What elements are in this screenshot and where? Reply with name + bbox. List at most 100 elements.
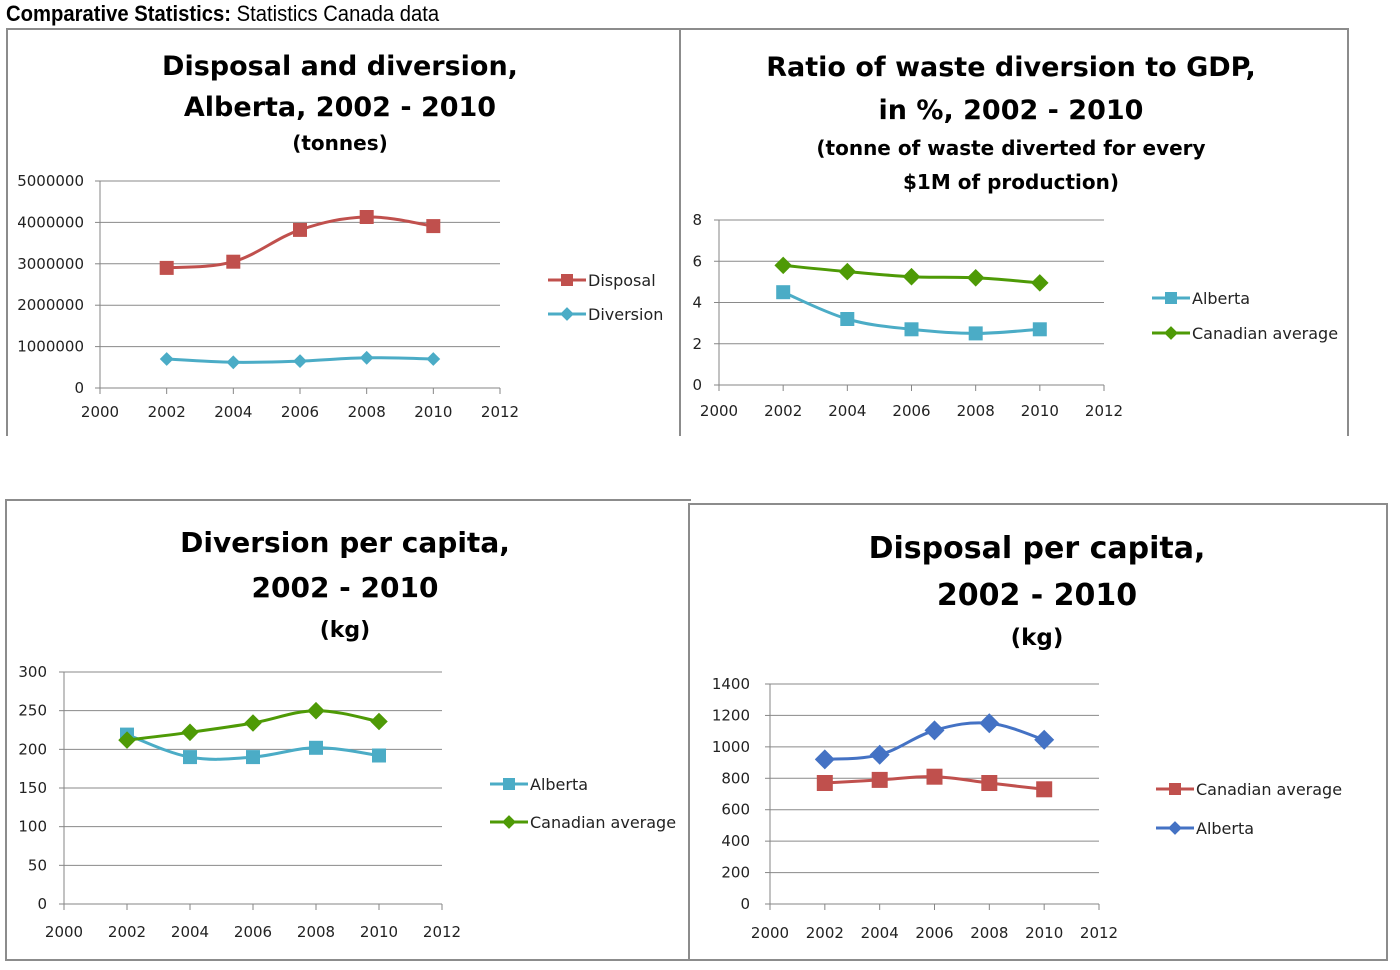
chart0-xtick-label: 2002 [148,403,186,421]
chart3-title-line: Disposal per capita, [869,531,1206,566]
chart2-title-line: 2002 - 2010 [252,571,439,604]
chart1-xtick-label: 2006 [892,402,930,420]
chart2-series-1-point [370,712,388,731]
chart0-ytick-label: 2000000 [17,296,84,314]
chart3-series-1-point [1034,729,1055,750]
chart2-series-1-point [181,723,199,742]
chart2-legend-marker-1 [502,815,516,829]
chart3-series-1-point [869,744,890,765]
chart3-xtick-label: 2004 [861,924,899,942]
chart3-xtick-label: 2008 [970,924,1008,942]
chart1-title-line: Ratio of waste diversion to GDP, [766,52,1256,83]
chart2-series-1-point [118,731,136,749]
chart2-legend-label-1: Canadian average [530,813,676,832]
chart2-series-0-point [246,750,260,765]
chart0-subtitle-line: (tonnes) [292,131,388,155]
chart3-legend-marker-0 [1169,783,1181,795]
chart3-series-1-point [979,713,1000,734]
chart1-series-1-point [1031,274,1049,292]
chart2-series-0-point [309,740,323,755]
chart1-series-1-point [774,256,792,275]
chart3-series-1-point [814,749,835,770]
chart3-ytick-label: 1000 [712,738,750,756]
chart2-xtick-label: 2008 [297,923,335,941]
page-header-text: Statistics Canada data [230,1,440,26]
chart0-series-1-point [293,354,307,369]
chart2-xtick-label: 2000 [45,923,83,941]
chart2-subtitle-line: (kg) [320,618,371,643]
chart-panel-disposal-diversion [6,28,681,436]
chart2-series-1-point [244,714,262,732]
chart0-ytick-label: 1000000 [17,338,84,356]
chart0-title-line: Alberta, 2002 - 2010 [184,92,496,123]
chart1-title-line: in %, 2002 - 2010 [879,95,1144,126]
chart1-series-1-point [966,269,985,287]
chart2-xtick-label: 2002 [108,923,146,941]
chart1-subtitle-line: $1M of production) [903,170,1119,194]
chart1-ytick-label: 2 [692,335,702,353]
chart3-legend-marker-1 [1168,821,1182,835]
chart1-ytick-label: 0 [692,376,702,394]
chart3-xtick-label: 2000 [751,924,789,942]
chart3-ytick-label: 600 [721,801,750,819]
chart3-legend-label-0: Canadian average [1196,780,1342,799]
chart1-series-0-point [840,312,855,326]
chart2-ytick-label: 0 [37,895,47,913]
chart3-xtick-label: 2012 [1080,924,1118,942]
chart0-legend-marker-0 [561,274,573,286]
chart1-series-1-point [902,267,921,286]
chart0-series-1-point [159,352,174,366]
chart1-legend-marker-1 [1164,326,1178,340]
chart2-series-0-point [183,750,197,765]
chart3-ytick-label: 1200 [712,706,750,724]
chart1-xtick-label: 2010 [1021,402,1059,420]
chart0-ytick-label: 0 [74,379,84,397]
chart-panel-diversion-gdp-ratio [679,28,1349,436]
chart3-ytick-label: 0 [740,895,750,913]
chart3-xtick-label: 2006 [915,924,953,942]
chart1-xtick-label: 2008 [957,402,995,420]
chart0-xtick-label: 2008 [348,403,386,421]
chart2-ytick-label: 300 [18,663,47,681]
chart1-subtitle-line: (tonne of waste diverted for every [816,136,1205,160]
chart0-series-1-point [359,350,374,365]
chart1-legend-label-1: Canadian average [1192,324,1338,343]
chart1-xtick-label: 2002 [764,402,802,420]
chart1-ytick-label: 6 [692,252,702,270]
chart0-xtick-label: 2004 [214,403,252,421]
chart0-series-0-point [359,210,374,224]
chart0-legend-label-1: Diversion [588,305,663,324]
chart1-series-1-point [838,262,857,281]
chart1-xtick-label: 2000 [700,402,738,420]
chart3-series-0-point [981,775,998,791]
chart2-ytick-label: 250 [18,702,47,720]
chart3-series-0-point [1036,781,1053,798]
chart0-xtick-label: 2010 [414,403,452,421]
chart-panel-disposal-per-capita [688,503,1388,961]
chart0-legend-label-0: Disposal [588,271,656,290]
chart0-legend-marker-1 [560,307,574,321]
chart1-xtick-label: 2004 [828,402,866,420]
chart3-ytick-label: 1400 [712,675,750,693]
chart3-series-0-point [816,775,833,791]
chart0-series-0-point [159,260,174,275]
chart2-title-line: Diversion per capita, [180,526,510,559]
chart2-legend-label-0: Alberta [530,775,588,794]
chart0-title-line: Disposal and diversion, [162,51,518,82]
chart1-ytick-label: 4 [692,294,702,312]
chart2-series-1-point [307,701,325,720]
page-header-label: Comparative Statistics: [6,1,231,26]
chart3-series-0-point [871,771,888,788]
chart3-subtitle-line: (kg) [1011,625,1064,651]
chart1-series-0-point [904,322,919,337]
chart3-xtick-label: 2010 [1025,924,1063,942]
chart1-series-0-point [1032,322,1047,337]
chart0-xtick-label: 2000 [81,403,119,421]
chart3-ytick-label: 200 [721,864,750,882]
page-header: Comparative Statistics: Statistics Canad… [6,0,439,28]
chart0-ytick-label: 3000000 [17,255,84,273]
chart2-ytick-label: 200 [18,740,47,758]
chart2-xtick-label: 2004 [171,923,209,941]
chart0-series-0-point [226,254,241,269]
